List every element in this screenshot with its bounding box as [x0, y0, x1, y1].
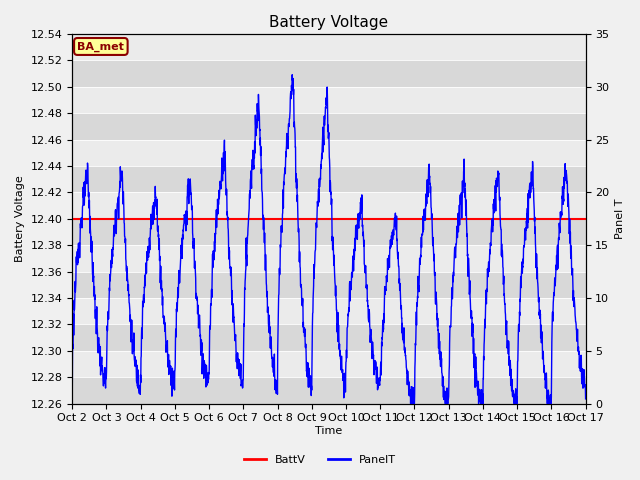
Text: BA_met: BA_met — [77, 41, 124, 52]
Legend: BattV, PanelT: BattV, PanelT — [239, 451, 401, 469]
Bar — [72, 219, 586, 245]
Bar — [72, 324, 586, 351]
Bar — [72, 377, 586, 404]
Bar — [72, 113, 586, 140]
Bar — [72, 351, 586, 377]
Bar — [72, 245, 586, 272]
Y-axis label: Panel T: Panel T — [615, 199, 625, 239]
Bar — [72, 166, 586, 192]
Title: Battery Voltage: Battery Voltage — [269, 15, 388, 30]
Bar — [72, 87, 586, 113]
Bar — [72, 272, 586, 298]
Bar — [72, 34, 586, 60]
X-axis label: Time: Time — [316, 426, 342, 436]
Bar — [72, 140, 586, 166]
Bar — [72, 60, 586, 87]
Bar — [72, 298, 586, 324]
Bar — [72, 192, 586, 219]
Y-axis label: Battery Voltage: Battery Voltage — [15, 176, 25, 262]
